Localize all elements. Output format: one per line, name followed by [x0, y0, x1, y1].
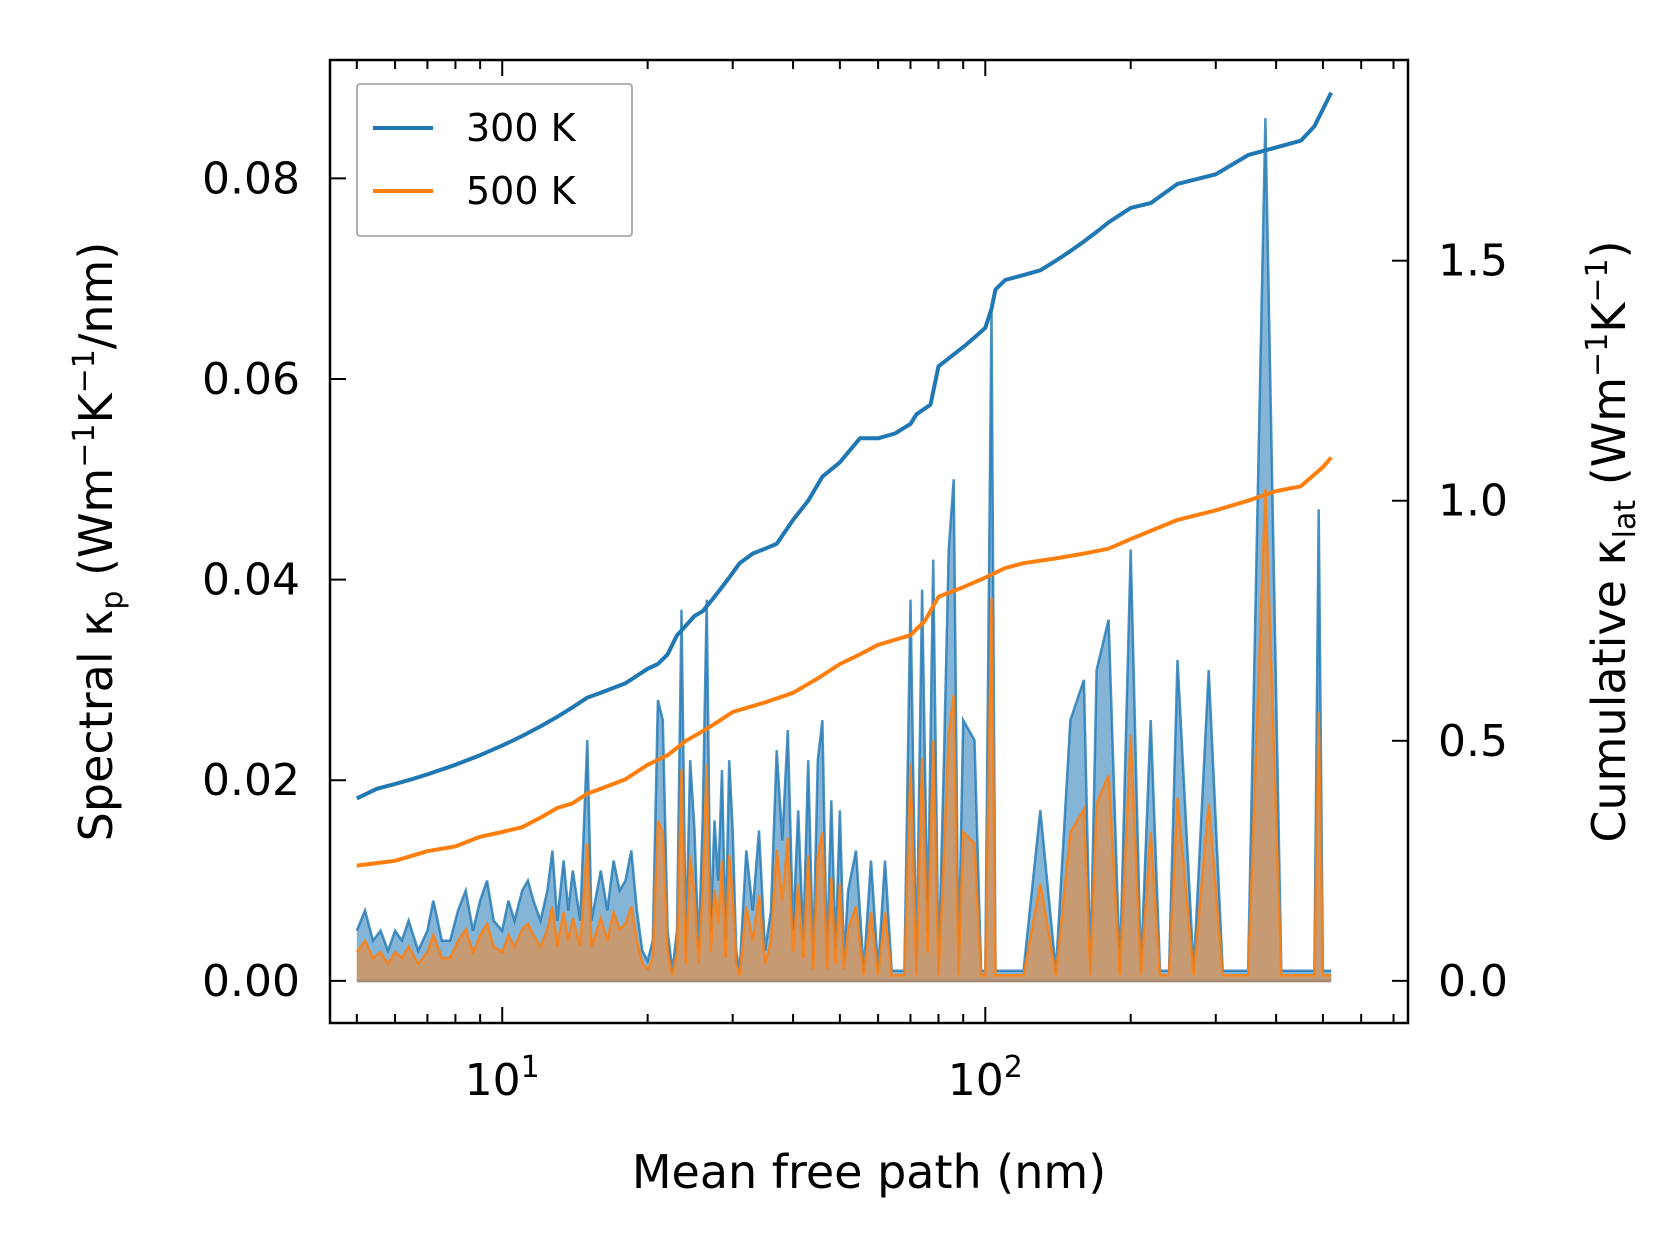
x-tick-exp: 1 [521, 1050, 540, 1085]
y-right-tick-label: 1.5 [1438, 236, 1508, 287]
x-tick-label: 101 [465, 1050, 540, 1106]
x-tick-label: 102 [948, 1050, 1023, 1106]
y-axis-right-title: Cumulative κlat (Wm−1K−1) [1580, 240, 1643, 842]
legend-box [356, 83, 633, 237]
spectral-fill-500k [356, 489, 1332, 981]
axes-frame [328, 58, 1410, 1025]
y-left-label-exp1: −1 [67, 424, 102, 468]
y-right-label-base: Cumulative κ [1582, 538, 1636, 842]
y-left-tick-label: 0.04 [202, 555, 300, 606]
y-right-label-unit-post: ) [1582, 240, 1636, 258]
x-axis-title: Mean free path (nm) [632, 1145, 1106, 1199]
y-right-label-sub: lat [1608, 500, 1643, 539]
y-left-tick-label: 0.00 [202, 956, 300, 1007]
y-right-tick-label: 0.0 [1438, 956, 1508, 1007]
y-axis-left-title: Spectral κp (Wm−1K−1/nm) [67, 242, 130, 842]
cumulative-line-300k [355, 91, 1333, 801]
y-left-label-mid: K [69, 392, 123, 424]
spectral-fill-300k [356, 118, 1332, 981]
legend-label-500k: 500 K [466, 169, 577, 213]
y-right-tick-label: 1.0 [1438, 476, 1508, 527]
y-left-label-unit-pre: (Wm [69, 468, 123, 591]
y-left-label-sub: p [95, 591, 130, 610]
x-tick-base: 10 [948, 1055, 1004, 1106]
y-right-tick-label: 0.5 [1438, 716, 1508, 767]
y-left-label-exp2: −1 [67, 349, 102, 393]
y-left-tick-label: 0.02 [202, 755, 300, 806]
x-tick-exp: 2 [1004, 1050, 1023, 1085]
y-right-label-mid: K [1582, 301, 1636, 333]
legend: 300 K 500 K [356, 83, 633, 237]
plot-area [355, 91, 1333, 983]
y-left-tick-label: 0.08 [202, 153, 300, 204]
y-left-tick-label: 0.06 [202, 354, 300, 405]
spectral-line-500k [355, 489, 1332, 977]
y-left-label-base: Spectral κ [69, 610, 123, 842]
y-right-label-exp2: −1 [1580, 258, 1615, 302]
y-right-label-unit-pre: (Wm [1582, 377, 1636, 500]
spectral-line-300k [355, 118, 1332, 973]
legend-label-300k: 300 K [466, 106, 577, 150]
x-tick-base: 10 [465, 1055, 521, 1106]
y-left-label-unit-post: /nm) [69, 242, 123, 349]
y-right-label-exp1: −1 [1580, 333, 1615, 377]
cumulative-line-500k [356, 456, 1333, 868]
